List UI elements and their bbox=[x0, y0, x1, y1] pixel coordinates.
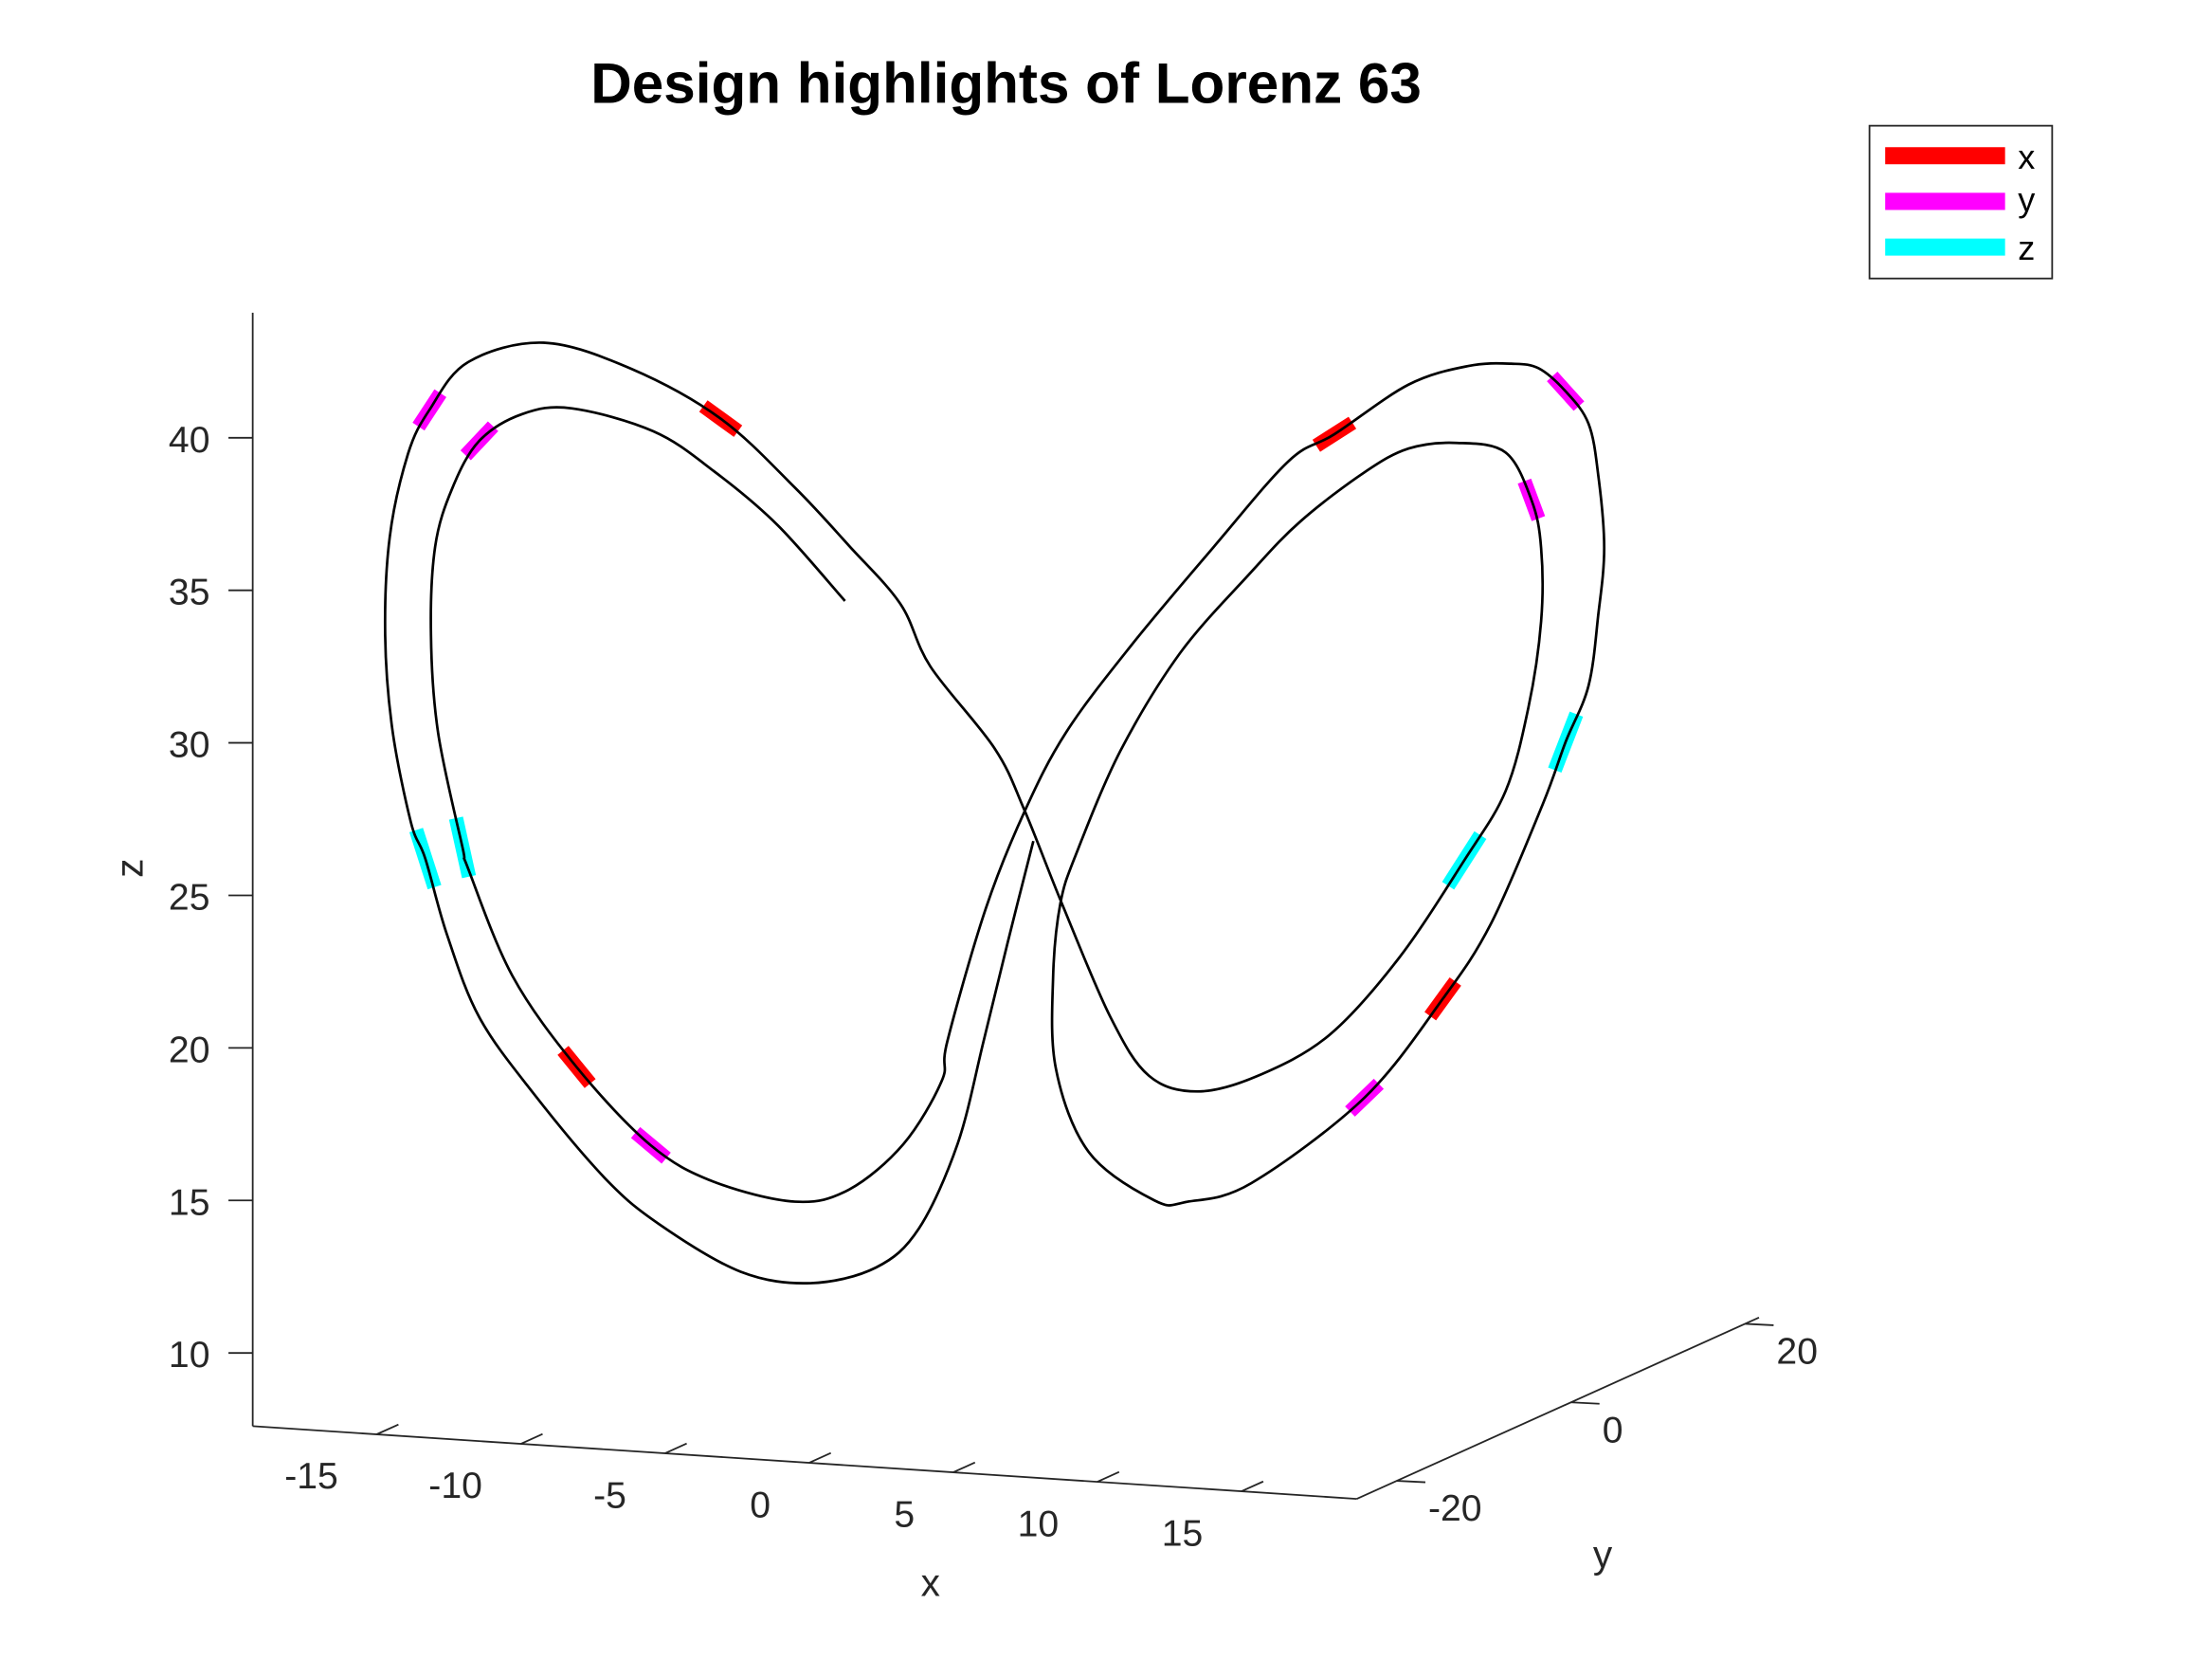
legend-label-z: z bbox=[2018, 228, 2035, 267]
legend-item-y: y bbox=[1885, 180, 2035, 219]
y-tick-label: 20 bbox=[1776, 1332, 1818, 1373]
chart-title: Design highlights of Lorenz 63 bbox=[590, 51, 1422, 116]
x-tick-label: 0 bbox=[750, 1485, 771, 1525]
legend-label-y: y bbox=[2018, 180, 2035, 219]
z-tick-label: 40 bbox=[169, 420, 210, 461]
y-tick bbox=[1570, 1401, 1600, 1405]
z-tick-label: 20 bbox=[169, 1030, 210, 1070]
z-tick-label: 35 bbox=[169, 573, 210, 613]
z-axis-label: z bbox=[108, 858, 152, 877]
y-tick-label: 0 bbox=[1603, 1410, 1623, 1450]
x-tick bbox=[952, 1461, 976, 1473]
legend: x y z bbox=[1868, 124, 2054, 280]
x-tick-label: 10 bbox=[1018, 1504, 1060, 1544]
trajectory-line bbox=[383, 341, 1606, 1285]
y-tick-label: -20 bbox=[1428, 1488, 1482, 1529]
legend-label-x: x bbox=[2018, 137, 2035, 176]
x-tick-label: -10 bbox=[428, 1466, 482, 1506]
z-tick-label: 30 bbox=[169, 725, 210, 766]
y-tick bbox=[1396, 1480, 1426, 1484]
legend-item-z: z bbox=[1885, 228, 2035, 267]
x-tick bbox=[376, 1423, 399, 1435]
x-tick-label: -5 bbox=[593, 1475, 626, 1516]
highlight-markers bbox=[408, 372, 1585, 1164]
z-tick-label: 25 bbox=[169, 878, 210, 919]
y-axis-line bbox=[1356, 1316, 1760, 1500]
x-tick bbox=[1241, 1480, 1264, 1492]
x-axis-label: x bbox=[921, 1561, 940, 1605]
y-tick bbox=[1745, 1322, 1774, 1326]
axes: 10 15 20 25 30 35 40 -15 -10 -5 0 5 10 15 -20 0 20 bbox=[169, 312, 1818, 1554]
x-tick-label: 15 bbox=[1162, 1513, 1204, 1554]
x-tick-label: -15 bbox=[284, 1456, 338, 1497]
x-tick bbox=[664, 1442, 687, 1454]
x-tick bbox=[520, 1432, 543, 1445]
x-tick-label: 5 bbox=[894, 1494, 915, 1535]
x-axis-line bbox=[252, 1425, 1357, 1501]
z-tick-label: 15 bbox=[169, 1182, 210, 1223]
x-tick bbox=[1097, 1470, 1120, 1483]
legend-item-x: x bbox=[1885, 137, 2035, 176]
trajectory-layer bbox=[383, 341, 1606, 1285]
y-axis-label: y bbox=[1593, 1533, 1613, 1577]
z-tick-label: 10 bbox=[169, 1335, 210, 1376]
x-tick bbox=[808, 1451, 832, 1464]
